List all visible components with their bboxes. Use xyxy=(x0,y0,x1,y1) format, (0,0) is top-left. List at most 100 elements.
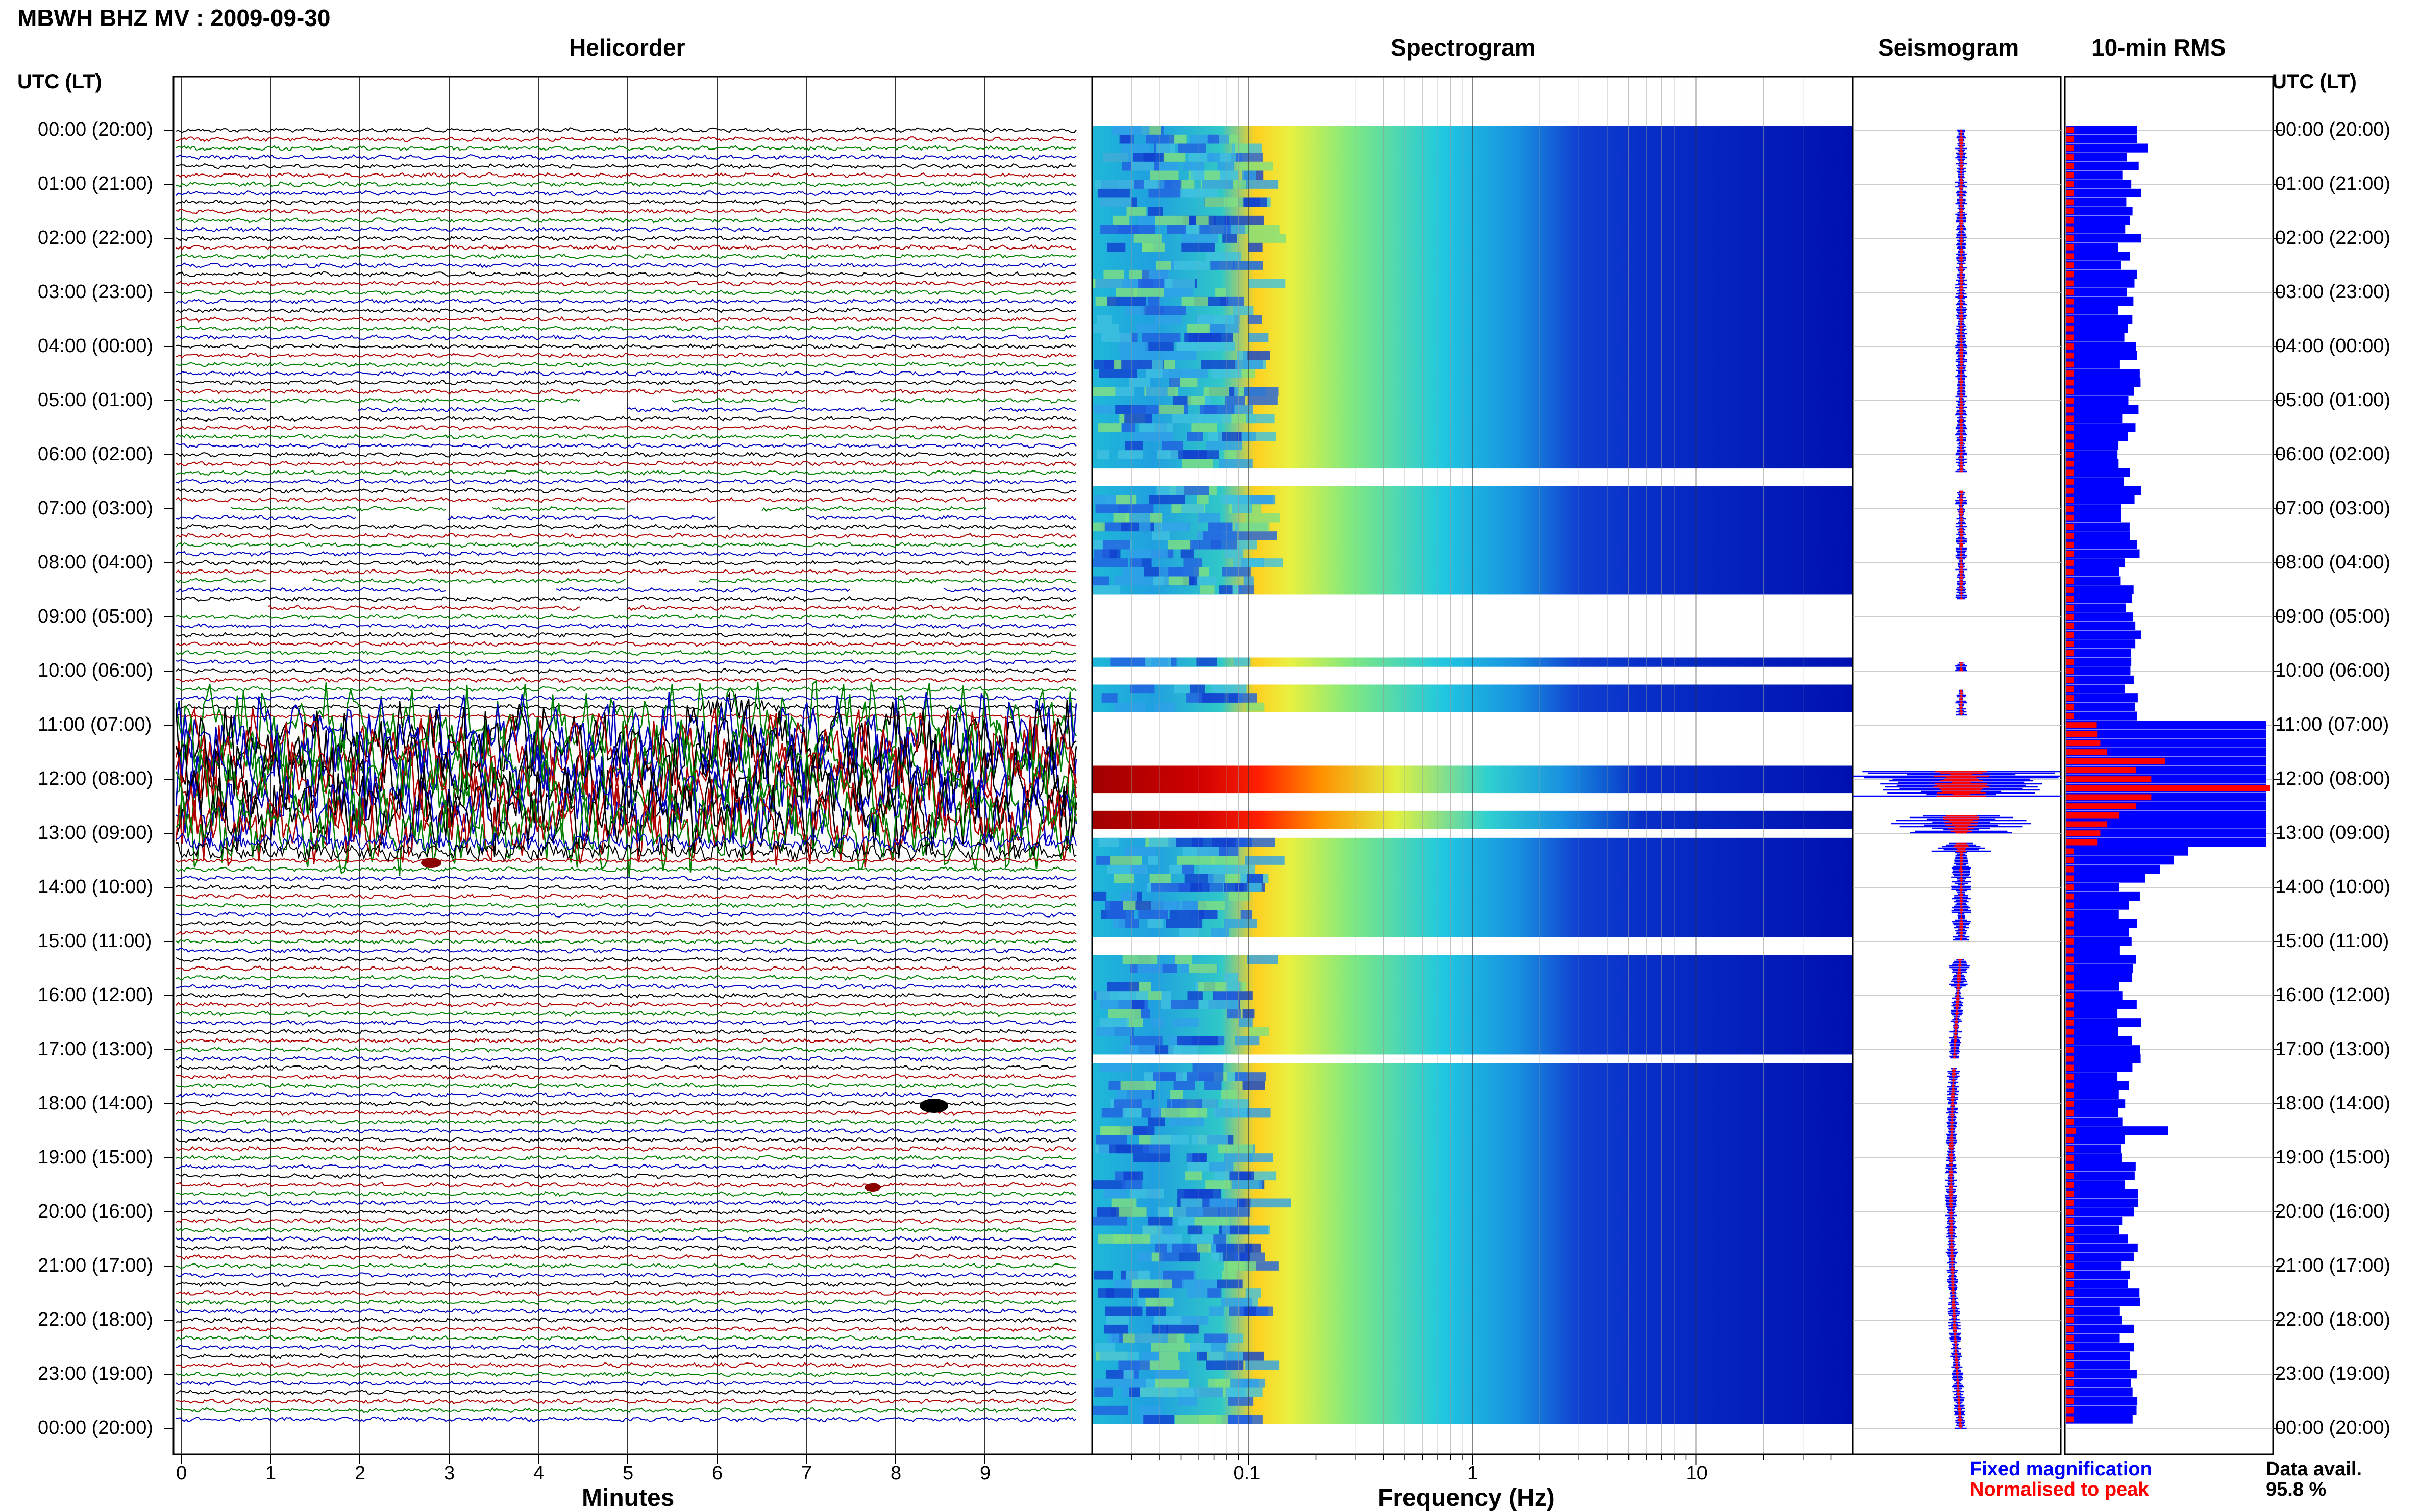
spectrogram-cell xyxy=(1127,549,1168,559)
spectrogram-cell xyxy=(1233,306,1254,315)
rms-normalised-bar xyxy=(2066,650,2074,656)
helicorder-trace xyxy=(176,253,1077,260)
spectrogram-cell xyxy=(1119,134,1131,144)
rms-normalised-bar xyxy=(2066,524,2074,530)
helicorder-trace xyxy=(176,902,1077,909)
rms-fixed-bar xyxy=(2066,847,2188,856)
rms-fixed-bar xyxy=(2066,1009,2118,1018)
hour-label-left: 04:00 (00:00) xyxy=(38,335,154,357)
helicorder-trace xyxy=(176,1019,1077,1026)
rms-fixed-bar xyxy=(2066,901,2129,910)
rms-fixed-bar xyxy=(2066,567,2119,576)
helicorder-trace xyxy=(176,145,1077,152)
hour-label-left: 07:00 (03:00) xyxy=(38,498,154,519)
spectrogram-cell xyxy=(1097,188,1130,198)
spectrogram-cell xyxy=(1162,522,1190,532)
rms-fixed-bar xyxy=(2066,874,2145,883)
spectrogram-cell xyxy=(1151,1343,1190,1352)
spectrogram-cell xyxy=(1114,702,1146,712)
rms-normalised-bar xyxy=(2066,1001,2074,1008)
rms-fixed-bar xyxy=(2066,234,2141,243)
rms-normalised-bar xyxy=(2066,993,2074,999)
spectrogram-cell xyxy=(1133,1126,1155,1135)
rms-normalised-bar xyxy=(2066,325,2074,332)
spectrogram-cell xyxy=(1134,288,1164,297)
spectrogram-cell xyxy=(1102,540,1130,550)
rms-fixed-bar xyxy=(2066,1306,2120,1316)
helicorder-trace xyxy=(176,640,1077,647)
helicorder-trace xyxy=(176,532,1077,539)
spectrogram-cell xyxy=(1130,1189,1164,1199)
rms-normalised-bar xyxy=(2066,398,2074,404)
rms-normalised-bar xyxy=(2066,145,2074,152)
spectrogram-cell xyxy=(1123,567,1146,577)
rms-fixed-bar xyxy=(2066,1378,2131,1387)
rms-fixed-bar xyxy=(2066,197,2127,207)
rms-normalised-bar xyxy=(2066,433,2074,440)
helicorder-trace xyxy=(176,1263,1077,1270)
spectrogram-cell xyxy=(1151,1324,1168,1334)
rms-normalised-bar xyxy=(2066,217,2074,224)
rms-normalised-bar xyxy=(2066,1218,2074,1224)
spectrogram-cell xyxy=(1164,180,1182,189)
hour-label-right: 13:00 (09:00) xyxy=(2275,822,2391,844)
helicorder-trace xyxy=(176,1335,1077,1342)
data-availability-label: Data avail. xyxy=(2266,1458,2362,1480)
helicorder-trace xyxy=(176,244,1077,251)
helicorder-trace xyxy=(176,632,1077,638)
spectrogram-cell xyxy=(1092,1216,1128,1226)
rms-normalised-bar xyxy=(2066,172,2074,179)
helicorder-trace xyxy=(176,1245,1077,1251)
rms-fixed-bar xyxy=(2066,639,2136,649)
spectrogram-cell xyxy=(1168,576,1189,586)
spectrogram-cell xyxy=(1224,1153,1253,1162)
minute-tick-label: 2 xyxy=(355,1463,366,1484)
spectrogram-cell xyxy=(1162,153,1186,162)
spectrogram-cell xyxy=(1181,1316,1209,1325)
spectrogram-cell xyxy=(1178,143,1206,153)
rms-normalised-bar xyxy=(2066,442,2074,449)
helicorder-trace xyxy=(176,956,1077,963)
rms-fixed-bar xyxy=(2066,269,2137,279)
rms-fixed-bar xyxy=(2066,143,2148,153)
rms-fixed-bar xyxy=(2066,955,2136,964)
helicorder-trace xyxy=(176,1362,1077,1369)
helicorder-trace xyxy=(176,388,1077,395)
spectrogram-cell xyxy=(1168,837,1203,847)
hour-label-right: 05:00 (01:00) xyxy=(2275,389,2391,411)
spectrogram-cell xyxy=(1155,702,1176,712)
spectrogram-cell xyxy=(1101,1108,1125,1118)
spectrogram-cell xyxy=(1162,369,1198,378)
spectrogram-cell xyxy=(1149,837,1176,847)
rms-fixed-bar xyxy=(2066,666,2131,676)
spectrogram-cell xyxy=(1092,387,1116,396)
spectrogram-cell xyxy=(1187,1343,1212,1352)
spectrogram-cell xyxy=(1248,333,1269,342)
rms-normalised-bar xyxy=(2066,1254,2074,1260)
spectrogram-cell xyxy=(1249,1153,1273,1162)
helicorder-trace xyxy=(176,1208,1077,1216)
hour-label-left: 14:00 (10:00) xyxy=(38,876,154,898)
spectrogram-cell xyxy=(1211,928,1229,937)
minute-tick-label: 8 xyxy=(891,1463,902,1484)
spectrogram-cell xyxy=(1143,1415,1174,1424)
rms-normalised-bar xyxy=(2066,1398,2074,1404)
spectrogram-cell xyxy=(1183,558,1202,567)
spectrogram-cell xyxy=(1168,1045,1183,1054)
spectrogram-cell xyxy=(1213,1234,1226,1244)
rms-fixed-bar xyxy=(2066,252,2130,261)
spectrogram-cell xyxy=(1199,864,1223,874)
rms-normalised-bar xyxy=(2066,947,2074,954)
rms-normalised-bar xyxy=(2066,1407,2074,1414)
helicorder-trace xyxy=(176,947,1077,954)
helicorder-trace xyxy=(176,1272,1077,1278)
spectrogram-cell xyxy=(1190,684,1205,694)
helicorder-trace xyxy=(176,559,1077,566)
spectrogram-cell xyxy=(1204,170,1220,180)
spectrogram-cell xyxy=(1129,513,1151,523)
spectrogram-title: Spectrogram xyxy=(1391,34,1536,61)
helicorder-trace xyxy=(176,352,1077,359)
rms-normalised-bar xyxy=(2066,893,2074,900)
spectrogram-cell xyxy=(1119,351,1159,360)
spectrogram-cell xyxy=(1187,1225,1203,1235)
